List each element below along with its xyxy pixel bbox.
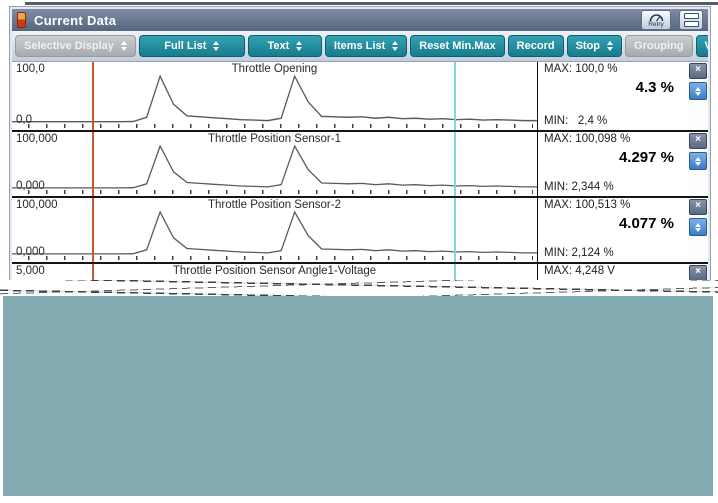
graph-plot-area[interactable]: 5,000 Throttle Position Sensor Angle1-Vo…: [12, 264, 538, 289]
y-axis-min-label: 0,000: [16, 180, 45, 192]
value-readout: MAX: 100,098 % 4.297 % MIN: 2,344 %: [538, 132, 688, 196]
signal-trace: [12, 144, 537, 189]
stop-dropdown[interactable]: Stop: [566, 35, 623, 57]
value-readout: MAX: 100,513 % 4.077 % MIN: 2,124 %: [538, 198, 688, 262]
x-axis-ticks: [28, 256, 533, 260]
updown-arrows-icon: [296, 41, 303, 51]
min-value-label: MIN: 2,124 %: [544, 247, 614, 259]
graph-panel-throttle-opening: 100,0 Throttle Opening 0,0 MAX: 100,0 % …: [12, 62, 708, 132]
graph-panel-tps1: 100,000 Throttle Position Sensor-1 0,000…: [12, 132, 708, 198]
button-label: Selective Display: [24, 40, 114, 52]
orange-cursor-line[interactable]: [92, 132, 94, 196]
full-list-dropdown[interactable]: Full List: [138, 35, 245, 57]
cropped-top-edge-strip: [25, 2, 718, 5]
button-label: Full List: [164, 40, 207, 52]
current-data-window: Current Data Retry Selective Display Ful…: [10, 7, 710, 291]
button-label: Stop: [575, 40, 601, 52]
button-label: Reset Min.Max: [419, 40, 496, 52]
vss-button[interactable]: VSS: [695, 35, 708, 57]
panel-buttons: ×: [688, 132, 708, 196]
graph-title: Throttle Position Sensor-1: [208, 133, 341, 145]
cyan-cursor-line[interactable]: [454, 62, 456, 130]
x-axis-ticks: [28, 190, 533, 194]
button-label: Record: [516, 40, 555, 52]
y-axis-max-label: 5,000: [16, 265, 45, 277]
button-label: Text: [267, 40, 290, 52]
orange-cursor-line[interactable]: [92, 264, 94, 289]
cyan-cursor-line[interactable]: [454, 132, 456, 196]
toolbar: Selective Display Full List Text Items L…: [12, 31, 708, 62]
min-value-label: MIN: 2,4 %: [544, 115, 608, 127]
updown-arrows-icon: [120, 41, 127, 51]
value-readout: MAX: 4,248 V: [538, 264, 688, 289]
graph-panel-tps2: 100,000 Throttle Position Sensor-2 0,000…: [12, 198, 708, 264]
orange-cursor-line[interactable]: [92, 62, 94, 130]
graph-plot-area[interactable]: 100,000 Throttle Position Sensor-2 0,000: [12, 198, 538, 262]
reset-minmax-button[interactable]: Reset Min.Max: [410, 35, 505, 57]
x-axis-ticks: [28, 124, 533, 128]
retry-button[interactable]: Retry: [641, 10, 671, 30]
current-value: 4.297 %: [618, 149, 674, 166]
graph-title: Throttle Position Sensor-2: [208, 199, 341, 211]
desktop-background: [3, 295, 713, 496]
resize-panel-button[interactable]: [689, 152, 707, 170]
graph-title: Throttle Opening: [231, 63, 318, 75]
max-value-label: MAX: 100,513 %: [544, 199, 631, 211]
signal-trace: [12, 74, 537, 123]
button-label: Grouping: [634, 40, 684, 52]
split-view-button[interactable]: [679, 10, 703, 30]
close-panel-button[interactable]: ×: [689, 265, 707, 281]
y-axis-min-label: 0,000: [16, 246, 45, 258]
retry-label: Retry: [648, 21, 664, 28]
y-axis-max-label: 100,000: [16, 133, 58, 145]
torn-screenshot-edge: [0, 280, 718, 296]
pane-bar-icon: [683, 13, 699, 19]
resize-panel-button[interactable]: [689, 218, 707, 236]
orange-cursor-line[interactable]: [92, 198, 94, 262]
signal-trace: [12, 210, 537, 255]
updown-arrows-icon: [213, 41, 220, 51]
pane-bar-icon: [683, 21, 699, 27]
items-list-dropdown[interactable]: Items List: [324, 35, 408, 57]
y-axis-max-label: 100,000: [16, 199, 58, 211]
graph-title: Throttle Position Sensor Angle1-Voltage: [172, 265, 377, 277]
text-dropdown[interactable]: Text: [247, 35, 322, 57]
resize-panel-button[interactable]: [689, 82, 707, 100]
y-axis-min-label: 0,0: [16, 114, 32, 126]
y-axis-max-label: 100,0: [16, 63, 45, 75]
close-panel-button[interactable]: ×: [689, 63, 707, 79]
current-value: 4.3 %: [635, 79, 674, 96]
button-label: VSS: [705, 40, 708, 52]
max-value-label: MAX: 100,098 %: [544, 133, 631, 145]
updown-arrows-icon: [607, 41, 614, 51]
max-value-label: MAX: 4,248 V: [544, 265, 615, 277]
min-value-label: MIN: 2,344 %: [544, 181, 614, 193]
updown-arrows-icon: [392, 41, 399, 51]
selective-display-dropdown[interactable]: Selective Display: [15, 35, 136, 57]
close-panel-button[interactable]: ×: [689, 199, 707, 215]
close-panel-button[interactable]: ×: [689, 133, 707, 149]
value-readout: MAX: 100,0 % 4.3 % MIN: 2,4 %: [538, 62, 688, 130]
graph-plot-area[interactable]: 100,0 Throttle Opening 0,0: [12, 62, 538, 130]
button-label: Items List: [333, 40, 386, 52]
window-title: Current Data: [34, 12, 117, 28]
graph-plot-area[interactable]: 100,000 Throttle Position Sensor-1 0,000: [12, 132, 538, 196]
max-value-label: MAX: 100,0 %: [544, 63, 618, 75]
panel-buttons: ×: [688, 198, 708, 262]
record-button[interactable]: Record: [507, 35, 564, 57]
cyan-cursor-line[interactable]: [454, 198, 456, 262]
current-value: 4.077 %: [618, 215, 674, 232]
grouping-button[interactable]: Grouping: [625, 35, 693, 57]
gauge-icon: [649, 14, 663, 22]
panel-buttons: ×: [688, 62, 708, 130]
cyan-cursor-line[interactable]: [454, 264, 456, 289]
app-icon: [17, 12, 26, 28]
titlebar: Current Data Retry: [12, 9, 708, 31]
graph-list: 100,0 Throttle Opening 0,0 MAX: 100,0 % …: [12, 62, 708, 289]
